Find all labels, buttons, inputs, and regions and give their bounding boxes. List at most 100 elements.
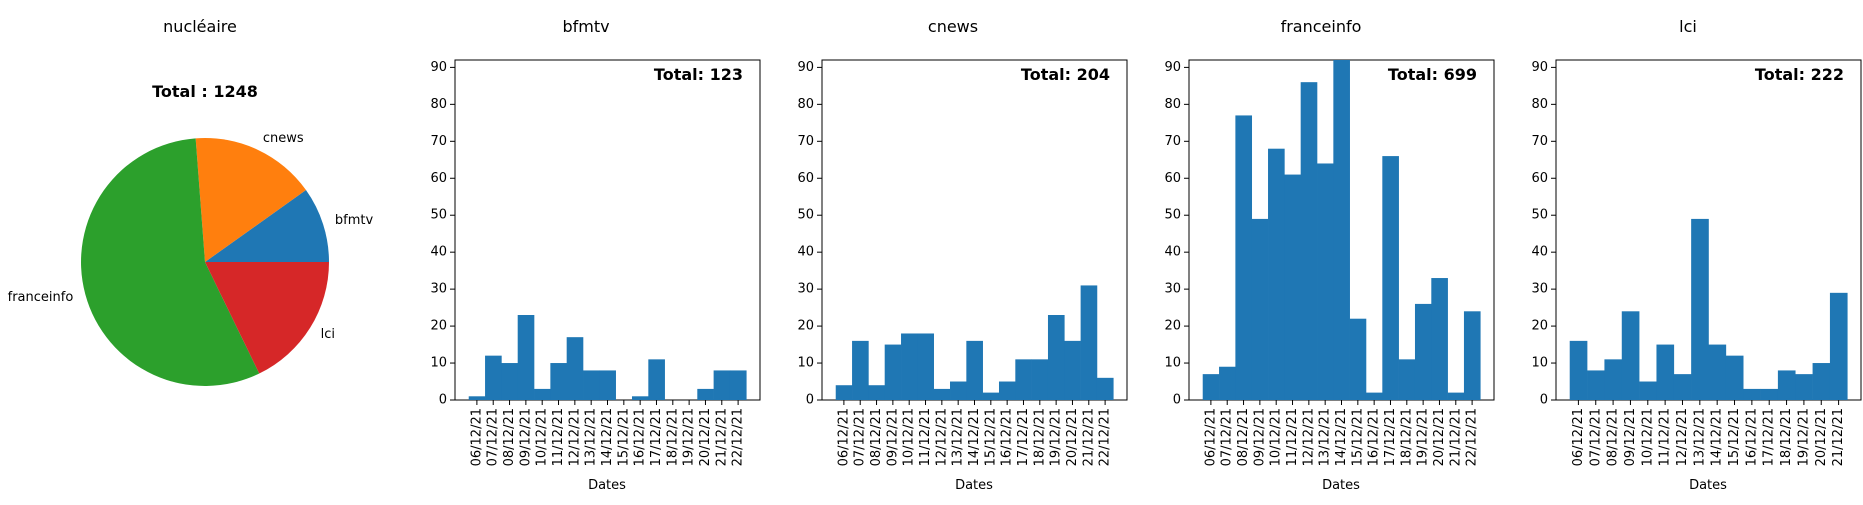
lci-x-tick-label: 11/12/21 <box>1658 408 1673 466</box>
franceinfo-y-tick-label: 10 <box>1164 356 1181 371</box>
lci-bar-6 <box>1673 374 1692 400</box>
lci-x-tick-label: 18/12/21 <box>1779 408 1794 466</box>
cnews-bar-6 <box>933 388 951 400</box>
lci-y-tick-label: 0 <box>1540 393 1548 408</box>
bfmtv-x-tick-label: 16/12/21 <box>633 408 648 466</box>
bfmtv-x-tick-label: 11/12/21 <box>551 408 566 466</box>
lci-x-tick-label: 09/12/21 <box>1623 408 1638 466</box>
cnews-x-tick-label: 17/12/21 <box>1016 408 1031 466</box>
bfmtv-x-tick-label: 18/12/21 <box>665 408 680 466</box>
bfmtv-bar-15 <box>713 370 731 400</box>
lci-x-ticks: 06/12/21 07/12/21 08/12/21 09/12/21 10/12/21… <box>1571 400 1846 466</box>
franceinfo-title: franceinfo <box>1281 17 1362 36</box>
franceinfo-x-tick-label: 15/12/21 <box>1350 408 1365 466</box>
lci-x-tick-label: 14/12/21 <box>1710 408 1725 466</box>
cnews-bar-9 <box>982 392 1000 400</box>
bfmtv-y-tick-label: 80 <box>430 97 447 112</box>
lci-bar-10 <box>1743 388 1761 400</box>
pie-label-cnews: cnews <box>263 131 304 146</box>
cnews-y-tick-label: 90 <box>797 60 814 75</box>
lci-x-tick-label: 15/12/21 <box>1727 408 1742 466</box>
cnews-x-tick-label: 11/12/21 <box>918 408 933 466</box>
cnews-x-tick-label: 12/12/21 <box>934 408 949 466</box>
bfmtv-x-tick-label: 09/12/21 <box>518 408 533 466</box>
franceinfo-x-tick-label: 19/12/21 <box>1416 408 1431 466</box>
franceinfo-bar-3 <box>1251 218 1269 400</box>
franceinfo-bar-16 <box>1463 311 1481 400</box>
lci-bar-7 <box>1691 218 1709 400</box>
franceinfo-bar-15 <box>1447 392 1465 400</box>
pie-slice-lci <box>205 262 329 374</box>
cnews-x-tick-label: 07/12/21 <box>853 408 868 466</box>
bfmtv-x-tick-label: 15/12/21 <box>616 408 631 466</box>
bfmtv-y-tick-label: 60 <box>430 171 447 186</box>
lci-x-tick-label: 19/12/21 <box>1796 408 1811 466</box>
cnews-y-tick-label: 40 <box>797 245 814 260</box>
bfmtv-x-tick-label: 07/12/21 <box>486 408 501 466</box>
lci-y-tick-label: 10 <box>1531 356 1548 371</box>
cnews-title: cnews <box>928 17 978 36</box>
cnews-x-tick-label: 21/12/21 <box>1081 408 1096 466</box>
franceinfo-x-tick-label: 22/12/21 <box>1465 408 1480 466</box>
lci-y-tick-label: 30 <box>1531 282 1548 297</box>
pie-panel: nucléaire Total : 1248 bfmtv cnews francei… <box>8 17 374 386</box>
pie-label-bfmtv: bfmtv <box>335 213 374 228</box>
bfmtv-x-tick-label: 12/12/21 <box>567 408 582 466</box>
lci-y-tick-label: 60 <box>1531 171 1548 186</box>
franceinfo-bar-0 <box>1202 374 1220 400</box>
lci-x-tick-label: 12/12/21 <box>1675 408 1690 466</box>
lci-x-tick-label: 10/12/21 <box>1640 408 1655 466</box>
cnews-x-tick-label: 08/12/21 <box>869 408 884 466</box>
lci-bars <box>1569 218 1848 400</box>
bfmtv-x-tick-label: 20/12/21 <box>698 408 713 466</box>
bfmtv-bar-0 <box>468 396 486 400</box>
pie-slice-cnews <box>195 137 306 262</box>
bfmtv-bar-1 <box>485 355 502 400</box>
franceinfo-y-tick-label: 0 <box>1173 393 1181 408</box>
bfmtv-bar-11 <box>648 359 665 400</box>
pie-slice-bfmtv <box>205 190 329 262</box>
cnews-x-tick-label: 16/12/21 <box>1000 408 1015 466</box>
cnews-x-ticks: 06/12/21 07/12/21 08/12/21 09/12/21 10/12/21… <box>836 400 1113 466</box>
cnews-bar-12 <box>1031 359 1049 400</box>
franceinfo-y-tick-label: 50 <box>1164 208 1181 223</box>
lci-x-axis-label: Dates <box>1689 478 1727 493</box>
franceinfo-x-axis-label: Dates <box>1322 478 1360 493</box>
franceinfo-y-ticks: 0 10 20 30 40 50 60 70 80 90 <box>1164 60 1189 408</box>
cnews-x-tick-label: 09/12/21 <box>885 408 900 466</box>
franceinfo-bar-6 <box>1300 82 1318 401</box>
bfmtv-x-tick-label: 22/12/21 <box>731 408 746 466</box>
franceinfo-x-tick-label: 07/12/21 <box>1220 408 1235 466</box>
lci-bar-2 <box>1604 359 1623 400</box>
cnews-x-axis-label: Dates <box>955 478 993 493</box>
bfmtv-x-ticks: 06/12/21 07/12/21 08/12/21 09/12/21 10/12/21… <box>469 400 746 466</box>
franceinfo-x-tick-label: 11/12/21 <box>1285 408 1300 466</box>
franceinfo-y-tick-label: 90 <box>1164 60 1181 75</box>
cnews-bar-16 <box>1096 377 1114 400</box>
lci-bar-5 <box>1656 344 1675 400</box>
lci-bar-13 <box>1795 374 1813 400</box>
lci-y-tick-label: 80 <box>1531 97 1548 112</box>
bfmtv-y-tick-label: 30 <box>430 282 447 297</box>
lci-y-tick-label: 50 <box>1531 208 1548 223</box>
bfmtv-y-tick-label: 70 <box>430 134 447 149</box>
bfmtv-axes-frame <box>454 59 761 401</box>
lci-bar-0 <box>1569 340 1588 400</box>
cnews-bar-4 <box>901 333 918 400</box>
bfmtv-x-tick-label: 17/12/21 <box>649 408 664 466</box>
franceinfo-x-tick-label: 13/12/21 <box>1318 408 1333 466</box>
cnews-x-tick-label: 13/12/21 <box>951 408 966 466</box>
cnews-bar-3 <box>884 344 902 400</box>
franceinfo-bar-11 <box>1382 156 1399 400</box>
cnews-x-tick-label: 10/12/21 <box>902 408 917 466</box>
cnews-y-tick-label: 20 <box>797 319 814 334</box>
bfmtv-x-axis-label: Dates <box>588 478 626 493</box>
cnews-x-tick-label: 22/12/21 <box>1098 408 1113 466</box>
bfmtv-bar-8 <box>599 370 616 400</box>
bfmtv-bar-16 <box>729 370 747 400</box>
franceinfo-x-tick-label: 08/12/21 <box>1236 408 1251 466</box>
pie-total-label: Total : 1248 <box>152 82 258 101</box>
lci-x-tick-label: 16/12/21 <box>1744 408 1759 466</box>
franceinfo-x-tick-label: 16/12/21 <box>1367 408 1382 466</box>
